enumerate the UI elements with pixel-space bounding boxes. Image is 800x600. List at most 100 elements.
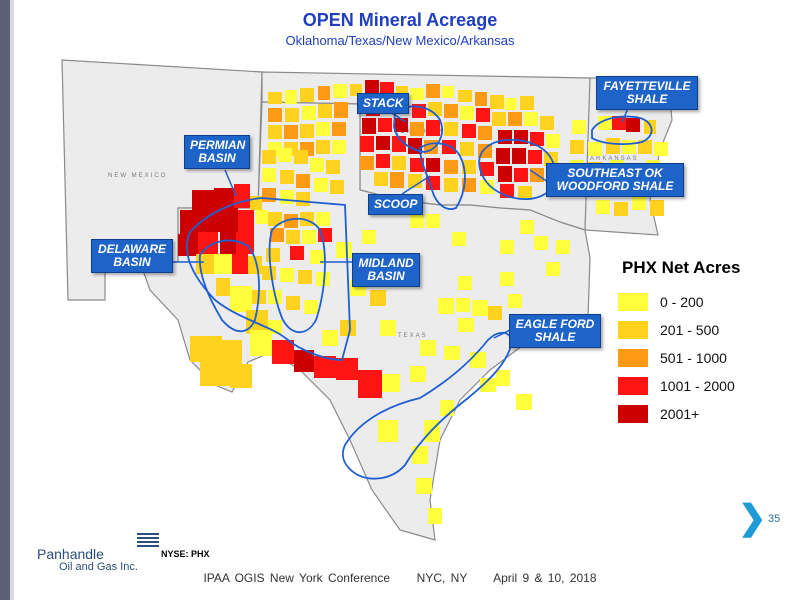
county-tile <box>382 374 400 392</box>
county-tile <box>280 190 294 204</box>
county-tile <box>332 140 346 154</box>
county-tile <box>514 168 528 182</box>
legend-item: 1001 - 2000 <box>618 372 778 400</box>
county-tile <box>296 192 310 206</box>
county-tile <box>622 140 636 154</box>
county-tile <box>216 278 230 296</box>
county-tile <box>500 272 514 286</box>
county-tile <box>444 104 458 118</box>
county-tile <box>314 356 336 378</box>
county-tile <box>222 340 242 364</box>
county-tile <box>286 230 300 244</box>
county-tile <box>438 298 454 314</box>
county-tile <box>456 298 470 312</box>
county-tile <box>190 336 222 362</box>
county-tile <box>232 254 248 274</box>
county-tile <box>180 210 200 234</box>
county-tile <box>458 90 472 102</box>
legend-swatch <box>618 349 648 367</box>
county-tile <box>378 420 398 442</box>
callout-delaware: DELAWARE BASIN <box>91 239 173 273</box>
logo-name: Panhandle <box>37 546 104 562</box>
callout-scoop: SCOOP <box>368 194 424 215</box>
county-tile <box>460 142 474 156</box>
county-tile <box>470 352 486 368</box>
county-tile <box>340 320 356 336</box>
county-tile <box>200 362 230 386</box>
legend-label: 201 - 500 <box>660 322 720 338</box>
county-tile <box>428 102 442 116</box>
legend-label: 1001 - 2000 <box>660 378 735 394</box>
county-tile <box>588 142 602 156</box>
county-tile <box>234 184 250 208</box>
company-logo: Panhandle Oil and Gas Inc. NYSE: PHX <box>37 532 227 576</box>
county-tile <box>490 95 504 109</box>
county-tile <box>546 134 560 148</box>
county-tile <box>426 214 440 228</box>
county-tile <box>410 214 424 228</box>
county-tile <box>272 340 294 364</box>
county-tile <box>394 118 408 132</box>
county-tile <box>426 176 440 190</box>
legend-label: 501 - 1000 <box>660 350 727 366</box>
county-tile <box>408 174 422 188</box>
county-tile <box>556 240 570 254</box>
county-tile <box>336 242 352 258</box>
county-tile <box>492 112 506 126</box>
county-tile <box>178 234 198 256</box>
county-tile <box>266 248 280 262</box>
county-tile <box>380 82 394 96</box>
county-tile <box>426 84 440 98</box>
next-chevron-icon[interactable]: ❯ <box>738 499 767 537</box>
county-tile <box>410 158 424 172</box>
county-tile <box>644 120 656 134</box>
county-tile <box>480 180 494 194</box>
county-tile <box>374 172 388 186</box>
slide-subtitle: Oklahoma/Texas/New Mexico/Arkansas <box>285 33 515 48</box>
county-tile <box>318 104 332 118</box>
slide-title: OPEN Mineral Acreage <box>302 10 498 30</box>
county-tile <box>496 370 510 386</box>
new-mexico-label: NEW MEXICO <box>108 173 167 179</box>
county-tile <box>444 178 458 192</box>
county-tile <box>654 142 668 156</box>
county-tile <box>498 130 512 144</box>
county-tile <box>376 154 390 168</box>
delaware-basin-outline <box>198 239 260 333</box>
county-tile <box>614 202 628 216</box>
county-tile <box>304 300 318 314</box>
legend-swatch <box>618 377 648 395</box>
county-tile <box>392 136 406 152</box>
county-tile <box>284 125 298 139</box>
county-tile <box>650 200 664 216</box>
county-tile <box>296 174 310 188</box>
county-tile <box>638 140 652 154</box>
county-tile <box>285 90 297 104</box>
county-tile <box>426 158 440 172</box>
county-tile <box>362 118 376 134</box>
legend-label: 2001+ <box>660 406 700 422</box>
county-tile <box>360 156 374 170</box>
county-tile <box>520 96 534 110</box>
county-tile <box>508 112 522 126</box>
county-tile <box>496 148 510 164</box>
scoop-leader <box>401 175 431 195</box>
county-tile <box>238 210 254 232</box>
county-tile <box>444 346 460 360</box>
county-tile <box>516 394 532 410</box>
county-tile <box>268 108 282 122</box>
county-tile <box>370 290 386 306</box>
county-tile <box>268 212 282 226</box>
county-tile <box>314 178 328 192</box>
eagle-ford-leader <box>493 329 511 339</box>
county-tile <box>268 125 282 139</box>
county-tile <box>332 122 346 136</box>
county-tile <box>300 124 314 138</box>
county-tile <box>520 220 534 234</box>
county-tile <box>508 294 522 308</box>
county-tile <box>420 340 436 356</box>
county-tile <box>316 122 330 136</box>
map-legend: PHX Net Acres 0 - 200 201 - 500 501 - 1000… <box>618 258 778 428</box>
county-tile <box>606 138 620 154</box>
slide-number: 35 <box>768 513 781 525</box>
